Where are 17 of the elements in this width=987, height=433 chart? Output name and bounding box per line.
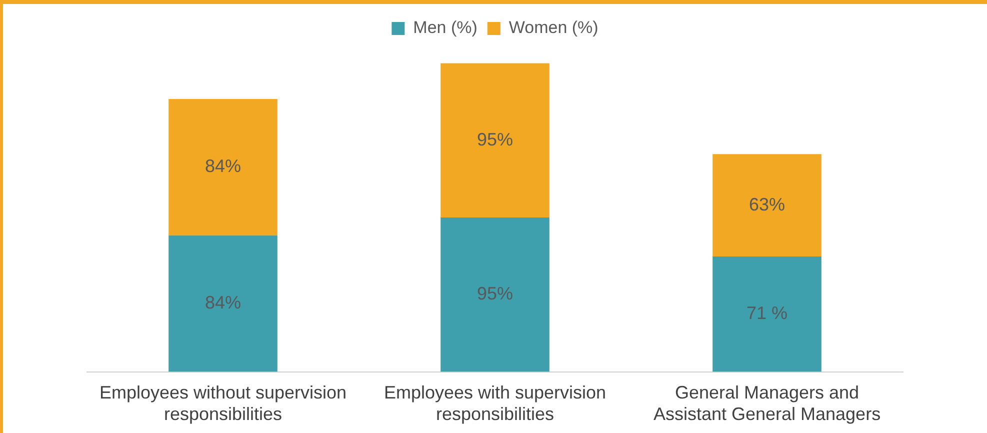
x-tick-label: Employees with supervision responsibilities bbox=[384, 382, 606, 424]
bar bbox=[440, 218, 550, 372]
bar bbox=[168, 235, 278, 372]
legend-label: Men (%) bbox=[413, 18, 478, 38]
bar bbox=[168, 98, 278, 236]
legend-label: Women (%) bbox=[508, 18, 598, 38]
x-tick-label: General Managers and Assistant General Managers bbox=[653, 382, 881, 424]
data-label: 84% bbox=[204, 292, 242, 313]
bar bbox=[440, 63, 550, 218]
data-label: 71 % bbox=[746, 303, 788, 324]
bar bbox=[712, 256, 822, 372]
data-label: 95% bbox=[476, 284, 514, 304]
x-tick-label: Employees without supervision responsibilities bbox=[99, 382, 347, 424]
data-label: 63% bbox=[748, 194, 786, 214]
bar bbox=[712, 154, 822, 256]
data-label: 84% bbox=[204, 156, 242, 176]
data-label: 95% bbox=[476, 129, 514, 150]
